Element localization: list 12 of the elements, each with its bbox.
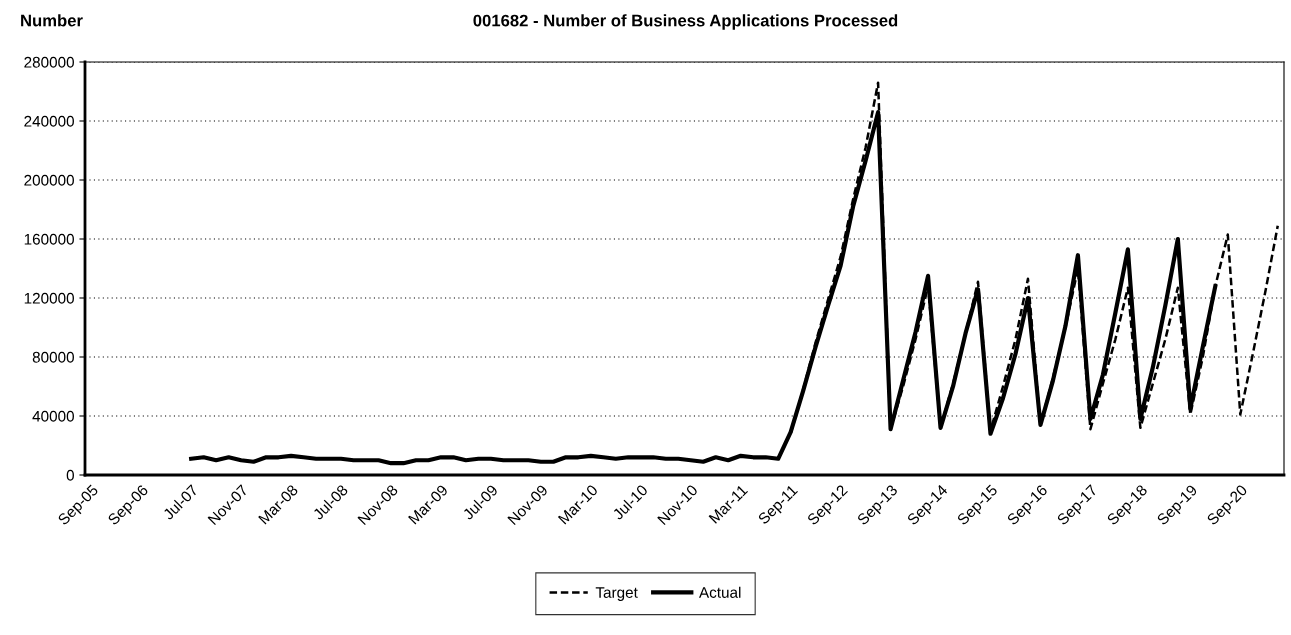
legend-label: Target — [595, 587, 638, 601]
y-tick-label: 40000 — [32, 410, 74, 422]
y-axis-title: Number — [21, 14, 83, 27]
y-tick-label: 0 — [66, 469, 74, 481]
y-tick-label: 280000 — [24, 56, 74, 68]
chart-title: 001682 - Number of Business Applications Processed — [473, 14, 898, 30]
y-tick-label: 240000 — [24, 115, 74, 127]
y-tick-label: 200000 — [24, 174, 74, 186]
legend-label: Actual — [699, 586, 741, 598]
y-tick-label: 160000 — [24, 233, 74, 245]
y-tick-label: 120000 — [24, 292, 74, 304]
y-tick-label: 80000 — [32, 351, 74, 363]
